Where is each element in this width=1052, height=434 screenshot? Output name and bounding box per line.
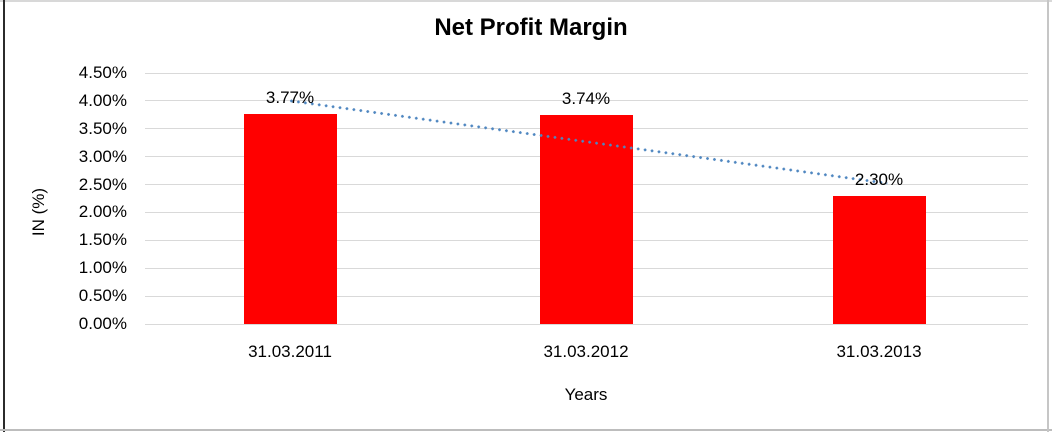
bar-value-label: 3.74% [561, 89, 611, 109]
gridline [145, 100, 1028, 102]
y-tick-label: 2.00% [78, 202, 127, 222]
x-tick-label: 31.03.2013 [836, 342, 922, 361]
y-tick-label: 3.00% [78, 146, 127, 166]
y-tick-label: 1.50% [78, 230, 127, 250]
x-tick-label: 31.03.2011 [248, 342, 332, 361]
gridline [145, 72, 1028, 74]
frame-border-bottom [0, 429, 1052, 431]
bar-31.03.2011 [243, 113, 337, 324]
bar-31.03.2013 [832, 195, 926, 324]
y-tick-label: 0.00% [78, 314, 127, 333]
bar-value-label: 2.30% [854, 169, 904, 189]
chart-title: Net Profit Margin [434, 14, 628, 41]
y-tick-label: 4.00% [78, 90, 127, 110]
y-tick-label: 3.50% [78, 118, 127, 138]
gridline [145, 323, 1028, 325]
y-tick-label: 4.50% [78, 63, 127, 82]
bar-31.03.2012 [539, 115, 633, 324]
x-axis-title: Years [564, 385, 608, 404]
frame-border-top [0, 0, 1052, 2]
y-tick-label: 1.00% [78, 258, 127, 278]
x-tick-label: 31.03.2012 [543, 342, 629, 361]
y-tick-label: 0.50% [78, 286, 127, 306]
bar-value-label: 3.77% [265, 87, 315, 107]
frame-border-left [3, 0, 5, 432]
frame-border-right [1047, 0, 1049, 432]
y-tick-label: 2.50% [78, 174, 127, 194]
